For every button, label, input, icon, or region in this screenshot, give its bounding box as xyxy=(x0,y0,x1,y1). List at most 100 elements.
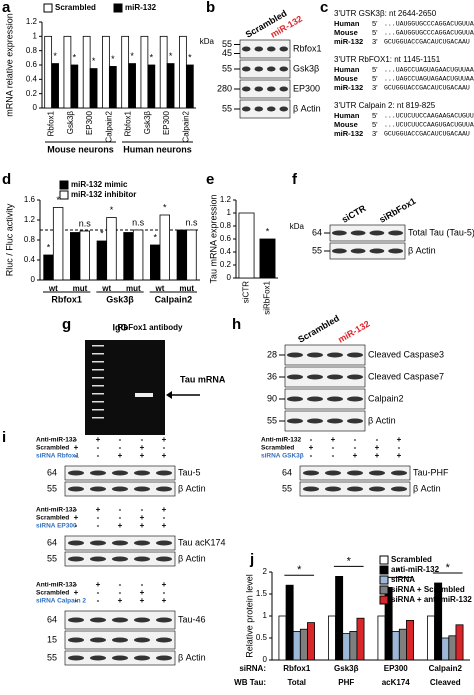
x-tick-label: mut xyxy=(126,284,141,293)
condition-label: siRNA GSK3β xyxy=(261,453,304,460)
species: Human xyxy=(334,111,360,120)
band xyxy=(287,352,303,358)
sequence: ...GAUGGUGCCCAGGACUGUUAA xyxy=(384,30,474,37)
band xyxy=(267,86,276,92)
significance: * xyxy=(100,228,104,238)
condition-sign: + xyxy=(96,505,101,514)
band xyxy=(90,556,106,562)
condition-sign: + xyxy=(140,596,145,605)
condition-sign: - xyxy=(398,443,401,452)
condition-sign: - xyxy=(354,435,357,444)
legend-label: miR-132 mimic xyxy=(71,180,128,189)
panel-label: h xyxy=(232,316,241,333)
condition-sign: - xyxy=(75,521,78,530)
kda-label: 64 xyxy=(282,467,292,477)
band xyxy=(332,230,347,236)
bar xyxy=(185,64,194,109)
y-tick-label: 1.6 xyxy=(24,195,36,204)
bar xyxy=(147,64,156,109)
row-label: Tau-46 xyxy=(178,614,206,624)
condition-sign: + xyxy=(375,451,380,460)
panel-label: d xyxy=(2,171,11,188)
x-tick-label: siCTR xyxy=(242,281,251,303)
row-label: Tau-5 xyxy=(178,467,201,477)
kda-label: 64 xyxy=(47,614,57,624)
band xyxy=(156,556,172,562)
panel-label: g xyxy=(62,316,71,333)
y-axis-label: Rluc / Fluc activity xyxy=(4,203,14,276)
condition-sign: + xyxy=(140,513,145,522)
row-label: β Actin xyxy=(178,483,206,493)
x-tick-label: Calpain2 xyxy=(181,110,190,142)
row-label: β Actin xyxy=(368,415,396,425)
bar xyxy=(106,217,117,281)
band xyxy=(279,106,288,112)
bar xyxy=(285,584,294,661)
band xyxy=(156,637,172,643)
legend-swatch xyxy=(379,595,389,605)
row-label: β Actin xyxy=(178,652,206,662)
condition-sign: - xyxy=(119,513,122,522)
bar xyxy=(434,582,443,661)
bar xyxy=(342,633,351,661)
condition-sign: + xyxy=(162,580,167,589)
bar xyxy=(52,207,64,281)
band xyxy=(287,374,303,380)
x-tick-label: Rbfox1 xyxy=(47,110,56,136)
legend-swatch xyxy=(379,555,389,565)
band xyxy=(112,637,128,643)
lane-label: IgG xyxy=(113,322,128,332)
bar xyxy=(179,35,187,109)
condition-sign: + xyxy=(162,521,167,530)
band xyxy=(112,540,128,546)
condition-sign: - xyxy=(141,505,144,514)
condition-sign: + xyxy=(74,443,79,452)
band xyxy=(350,248,366,254)
legend-label: siRNA + anti-miR-132 xyxy=(391,595,472,604)
x-tick-label: wt xyxy=(48,284,58,293)
y-tick-label: 0.4 xyxy=(26,74,38,83)
lane-label: siRbFox1 xyxy=(377,196,417,225)
band xyxy=(307,352,323,358)
x-tick-label: acK174 xyxy=(382,678,411,687)
band xyxy=(134,556,150,562)
x-tick-label: EP300 xyxy=(162,110,171,135)
legend-swatch xyxy=(379,585,389,595)
band xyxy=(68,486,84,492)
x-tick-label: Calpain2 xyxy=(429,664,463,673)
row-label: β Actin xyxy=(178,553,206,563)
bar xyxy=(299,628,308,661)
band xyxy=(347,486,363,492)
condition-label: siRNA Calpain 2 xyxy=(36,598,86,605)
condition-label: Scrambled xyxy=(261,445,294,452)
ladder-band xyxy=(92,361,104,363)
condition-sign: - xyxy=(332,451,335,460)
bar xyxy=(448,635,457,661)
sequence: ...UCUCUUCCAAGUGACUGUUAG xyxy=(384,122,474,129)
band xyxy=(388,230,403,236)
bar xyxy=(398,628,407,661)
kda-label: 55 xyxy=(47,652,57,662)
kda-label: 64 xyxy=(47,467,57,477)
condition-sign: + xyxy=(309,443,314,452)
condition-sign: + xyxy=(74,588,79,597)
kda-label: 280 xyxy=(217,83,232,93)
condition-sign: - xyxy=(163,588,166,597)
condition-sign: - xyxy=(97,588,100,597)
band xyxy=(303,470,319,476)
band xyxy=(350,230,366,236)
band xyxy=(267,106,276,112)
kda-label: 36 xyxy=(267,371,277,381)
band xyxy=(347,396,363,402)
kda-label: 55 xyxy=(222,39,232,49)
significance: * xyxy=(110,205,114,215)
strand: 3' xyxy=(372,83,378,92)
panel-label: c xyxy=(320,0,328,16)
band xyxy=(369,470,385,476)
group-label: Human neurons xyxy=(123,144,192,154)
significance: * xyxy=(111,54,115,64)
significance: * xyxy=(163,202,167,212)
ladder-band xyxy=(92,401,104,403)
kda-label: 64 xyxy=(312,227,322,237)
